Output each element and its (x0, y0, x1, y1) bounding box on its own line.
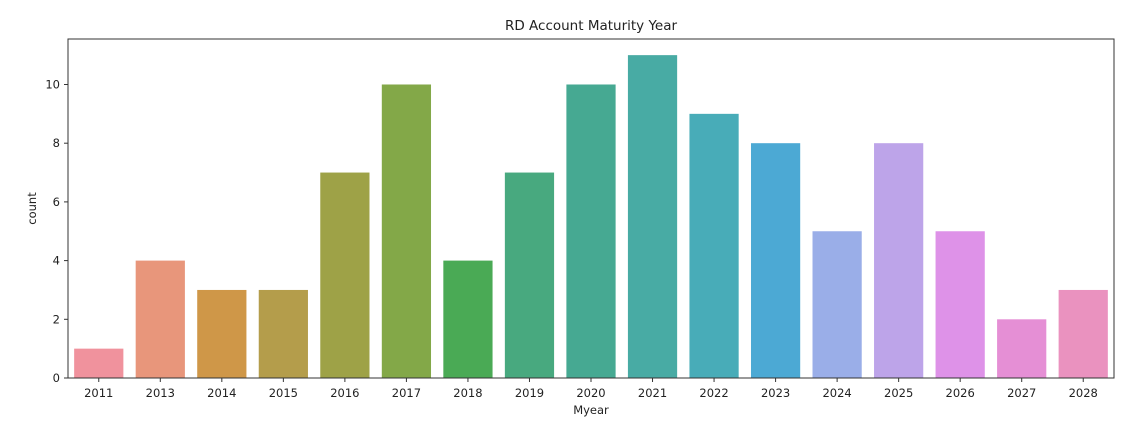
bar-2027 (997, 319, 1047, 378)
x-tick-label: 2028 (1069, 386, 1098, 400)
x-axis-ticks: 2011 2013 2014 2015 2016 2017 2018 2019 2020 2021… (84, 378, 1098, 400)
bar-2023 (750, 143, 801, 378)
bar-2020 (566, 84, 616, 379)
x-tick-label: 2018 (453, 386, 482, 400)
x-tick-label: 2014 (207, 386, 236, 400)
y-tick-label: 2 (53, 312, 60, 326)
y-axis-label: count (25, 192, 39, 225)
bar-2014 (197, 289, 247, 378)
x-tick-label: 2022 (699, 386, 728, 400)
bar-2019 (504, 172, 555, 378)
x-tick-label: 2027 (1007, 386, 1036, 400)
bar-2018 (443, 260, 493, 378)
x-tick-label: 2017 (392, 386, 421, 400)
bar-2017 (381, 84, 432, 379)
y-tick-label: 10 (45, 77, 60, 91)
x-tick-label: 2013 (146, 386, 175, 400)
y-tick-label: 4 (53, 254, 60, 268)
chart-title: RD Account Maturity Year (505, 18, 678, 34)
bar-2022 (689, 113, 739, 378)
x-tick-label: 2023 (761, 386, 790, 400)
x-axis-label: Myear (573, 403, 609, 417)
bar-2026 (935, 231, 985, 378)
x-tick-label: 2016 (330, 386, 359, 400)
y-axis-ticks: 0 2 4 6 8 10 (45, 77, 68, 385)
x-tick-label: 2025 (884, 386, 913, 400)
plot-frame (67, 38, 1115, 379)
bar-2021 (627, 55, 678, 378)
x-tick-label: 2015 (269, 386, 298, 400)
x-tick-label: 2021 (638, 386, 667, 400)
bar-2013 (135, 260, 185, 378)
y-tick-label: 0 (53, 371, 60, 385)
bar-2024 (812, 231, 862, 378)
x-tick-label: 2019 (515, 386, 544, 400)
y-tick-label: 6 (53, 195, 60, 209)
bars-layer (74, 55, 1108, 379)
x-tick-label: 2011 (84, 386, 113, 400)
bar-2025 (874, 143, 924, 378)
bar-2015 (258, 289, 308, 378)
bar-2011 (74, 348, 124, 378)
x-tick-label: 2026 (946, 386, 975, 400)
y-tick-label: 8 (53, 136, 60, 150)
bar-2016 (320, 172, 370, 378)
x-tick-label: 2024 (822, 386, 851, 400)
bar-2028 (1058, 289, 1108, 378)
x-tick-label: 2020 (576, 386, 605, 400)
